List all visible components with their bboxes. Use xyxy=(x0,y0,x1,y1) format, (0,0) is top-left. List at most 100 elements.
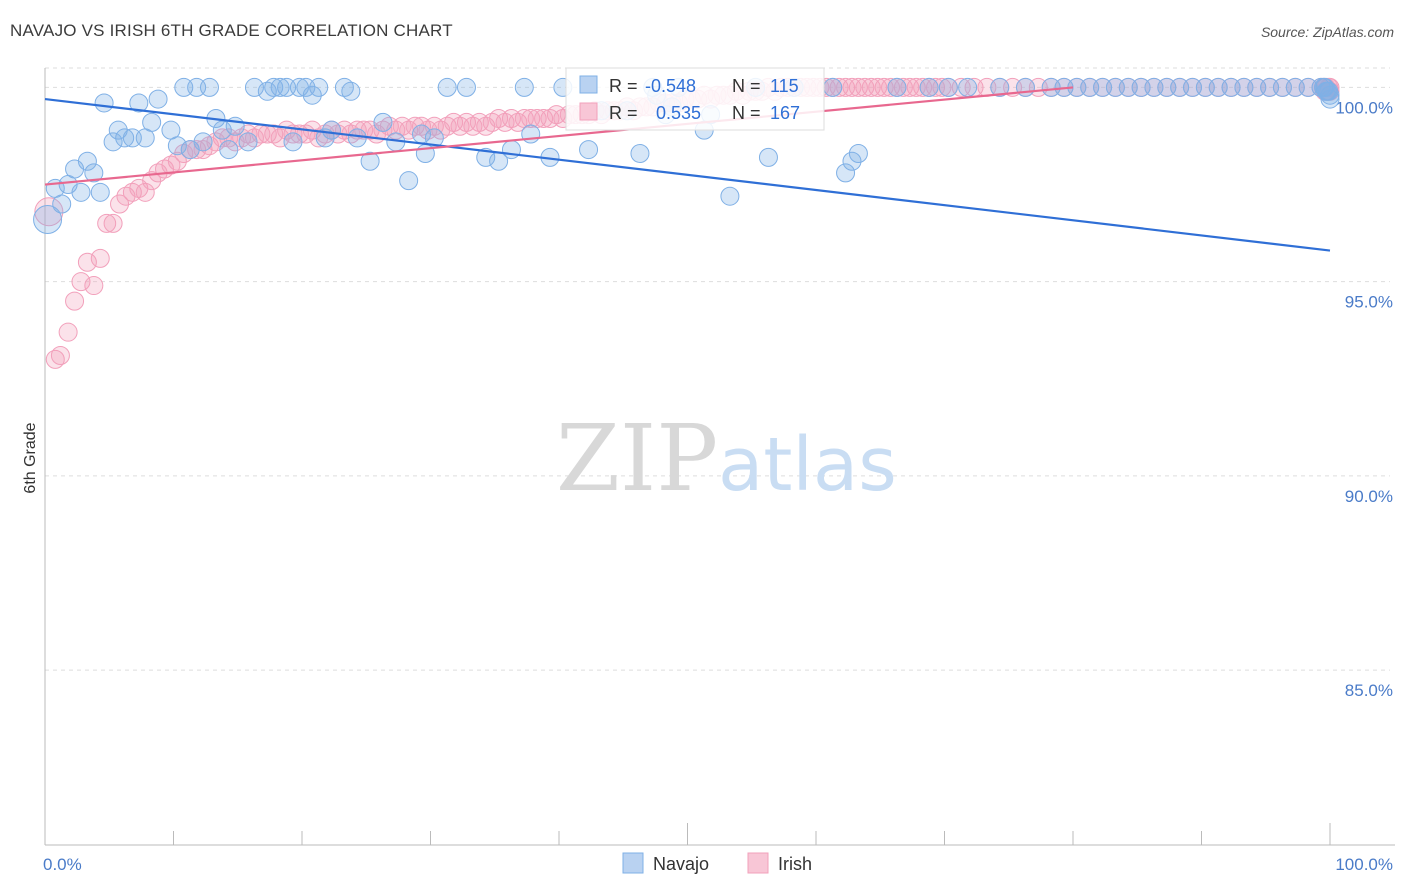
y-tick-label: 90.0% xyxy=(1345,487,1393,506)
navajo-point xyxy=(199,77,219,97)
irish-r-label: R = xyxy=(609,103,638,123)
navajo-point xyxy=(456,77,476,97)
navajo-point xyxy=(758,147,778,167)
navajo-n-label: N = xyxy=(732,76,761,96)
irish-r-value: 0.535 xyxy=(656,103,701,123)
gridlines: 85.0% 90.0% 95.0% 100.0% xyxy=(45,67,1393,700)
watermark-zip: ZIP xyxy=(556,405,718,512)
navajo-point xyxy=(919,77,939,97)
irish-point xyxy=(167,151,187,171)
navajo-point xyxy=(373,112,393,132)
navajo-point xyxy=(103,132,123,152)
y-tick-label: 95.0% xyxy=(1345,293,1393,312)
y-axis-label: 6th Grade xyxy=(22,422,39,493)
navajo-point xyxy=(322,120,342,140)
legend-navajo-swatch xyxy=(622,852,644,874)
irish-point xyxy=(405,116,425,136)
navajo-point xyxy=(270,77,290,97)
irish-point xyxy=(103,213,123,233)
navajo-point xyxy=(630,143,650,163)
irish-point xyxy=(77,252,97,272)
navajo-point xyxy=(720,186,740,206)
navajo-point xyxy=(1015,77,1035,97)
navajo-point xyxy=(212,120,232,140)
navajo-point xyxy=(219,140,239,160)
stats-box: R = -0.548 N = 115 R = 0.535 N = 167 xyxy=(565,67,825,131)
irish-point xyxy=(135,182,155,202)
irish-point xyxy=(354,120,374,140)
irish-point xyxy=(58,322,78,342)
navajo-point xyxy=(990,77,1010,97)
x-tick-label-min: 0.0% xyxy=(43,855,82,874)
irish-n-value: 167 xyxy=(770,103,800,123)
navajo-point xyxy=(958,77,978,97)
trend-lines xyxy=(44,86,1331,252)
navajo-point xyxy=(90,182,110,202)
navajo-point xyxy=(514,77,534,97)
irish-point xyxy=(212,128,232,148)
x-tick-label-max: 100.0% xyxy=(1335,855,1393,874)
navajo-point xyxy=(33,205,63,235)
irish-point xyxy=(142,171,162,191)
irish-trend-line xyxy=(44,86,1074,186)
navajo-point xyxy=(129,93,149,113)
navajo-n-value: 115 xyxy=(770,76,799,96)
legend-irish-swatch xyxy=(747,852,769,874)
navajo-r-value: -0.548 xyxy=(645,76,696,96)
navajo-point xyxy=(77,151,97,171)
irish-point xyxy=(110,194,130,214)
navajo-point xyxy=(71,182,91,202)
irish-point xyxy=(34,197,64,227)
navajo-point xyxy=(244,77,264,97)
navajo-point xyxy=(142,112,162,132)
navajo-point xyxy=(84,163,104,183)
irish-point xyxy=(84,276,104,296)
navajo-r-label: R = xyxy=(609,76,638,96)
navajo-point xyxy=(347,128,367,148)
irish-n-label: N = xyxy=(732,103,761,123)
irish-swatch xyxy=(579,102,598,121)
irish-point xyxy=(187,140,207,160)
irish-point xyxy=(97,213,117,233)
irish-point xyxy=(71,272,91,292)
navajo-point xyxy=(437,77,457,97)
irish-point xyxy=(534,109,554,129)
navajo-point xyxy=(148,89,168,109)
navajo-point xyxy=(238,132,258,152)
navajo-point xyxy=(309,77,329,97)
legend-navajo-label: Navajo xyxy=(653,854,709,874)
navajo-point xyxy=(360,151,380,171)
navajo-trend-line xyxy=(44,97,1331,252)
y-tick-label: 100.0% xyxy=(1335,98,1393,117)
navajo-point xyxy=(579,140,599,160)
navajo-point xyxy=(848,143,868,163)
bottom-legend: Navajo Irish xyxy=(622,852,812,874)
navajo-point xyxy=(52,194,72,214)
navajo-point xyxy=(399,171,419,191)
chart-source: Source: ZipAtlas.com xyxy=(1260,24,1394,40)
irish-point xyxy=(270,128,290,148)
watermark-atlas: atlas xyxy=(718,422,897,508)
irish-point xyxy=(45,349,65,369)
navajo-swatch xyxy=(579,75,598,94)
watermark: ZIP atlas xyxy=(556,405,897,512)
navajo-point xyxy=(823,77,843,97)
navajo-point xyxy=(836,163,856,183)
navajo-point xyxy=(341,81,361,101)
navajo-point xyxy=(115,128,135,148)
navajo-point xyxy=(476,147,496,167)
navajo-point xyxy=(193,132,213,152)
navajo-point xyxy=(283,132,303,152)
navajo-point xyxy=(1316,81,1336,101)
navajo-point xyxy=(94,93,114,113)
legend-irish-label: Irish xyxy=(778,854,812,874)
navajo-point xyxy=(938,77,958,97)
navajo-point xyxy=(842,151,862,171)
navajo-point xyxy=(887,77,907,97)
irish-point xyxy=(50,345,70,365)
irish-point xyxy=(65,291,85,311)
axes: 0.0% 100.0% xyxy=(43,68,1395,874)
navajo-point xyxy=(167,136,187,156)
irish-point xyxy=(90,248,110,268)
